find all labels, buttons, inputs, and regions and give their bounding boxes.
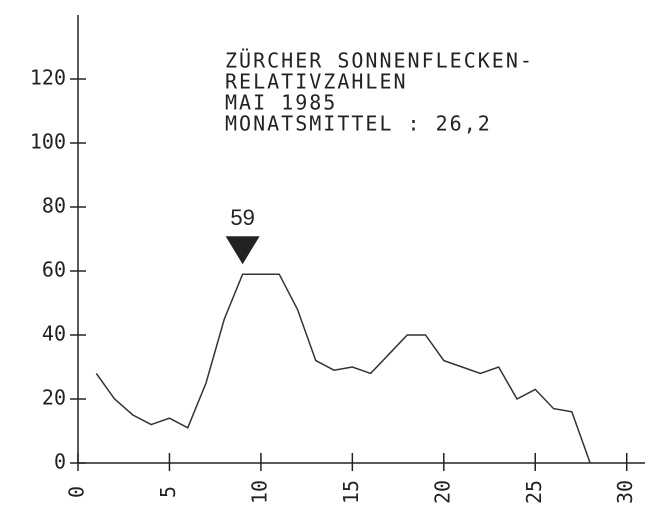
annotation-marker (225, 236, 260, 265)
x-tick-label: 0 (65, 486, 89, 498)
title-line: ZÜRCHER SONNENFLECKEN- (225, 49, 534, 73)
data-line (95, 273, 591, 464)
x-tick-label: 5 (156, 486, 180, 498)
x-tick-label: 10 (247, 480, 271, 504)
y-tick-label: 120 (30, 66, 66, 90)
annotation-label: 59 (230, 205, 254, 230)
title-line: RELATIVZAHLEN (225, 70, 408, 94)
x-tick-label: 20 (430, 480, 454, 504)
title-line: MAI 1985 (225, 91, 337, 115)
x-tick-label: 30 (613, 480, 637, 504)
x-tick-label: 25 (522, 480, 546, 504)
y-tick-label: 60 (42, 258, 66, 282)
y-tick-label: 0 (54, 450, 66, 474)
y-tick-label: 80 (42, 194, 66, 218)
title-line: MONATSMITTEL : 26,2 (225, 112, 492, 136)
y-tick-label: 20 (42, 386, 66, 410)
y-tick-label: 100 (30, 130, 66, 154)
y-tick-label: 40 (42, 322, 66, 346)
x-tick-label: 15 (339, 480, 363, 504)
